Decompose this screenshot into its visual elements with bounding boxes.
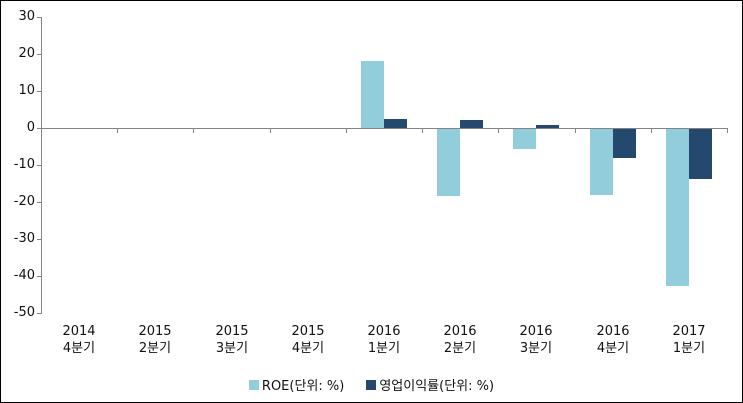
legend-item-op: 영업이익률(단위: %) [366,375,494,394]
bar-roe [590,129,613,195]
x-axis-tick [498,128,499,133]
x-axis-category-year: 2016 [519,324,553,339]
chart-legend: ROE(단위: %) 영업이익률(단위: %) [1,375,742,394]
x-axis-category-quarter: 2분기 [443,341,477,356]
y-axis-tick-label: -50 [13,305,35,320]
x-axis-category-quarter: 4분기 [291,341,325,356]
x-axis-category-quarter: 3분기 [519,341,553,356]
x-axis-category-quarter: 1분기 [672,341,706,356]
y-axis-tick [37,202,41,203]
bar-roe [513,129,536,149]
legend-swatch-op [366,379,377,390]
x-axis-category-year: 2015 [291,324,325,339]
y-axis-tick [37,239,41,240]
x-axis-category-label: 2016 4분기 [575,323,651,357]
x-axis-category-quarter: 4분기 [596,341,630,356]
legend-label-roe: ROE(단위: %) [261,379,345,394]
bar-roe [361,61,384,128]
x-axis-category-year: 2015 [138,324,172,339]
bar-roe [437,129,460,196]
x-axis-category-label: 2014 4분기 [41,323,117,357]
y-axis-tick-label: 30 [18,9,35,24]
x-axis-category-label: 2015 2분기 [117,323,193,357]
x-axis-category-label: 2015 4분기 [270,323,346,357]
x-axis-category-quarter: 4분기 [62,341,96,356]
x-axis-category-label: 2016 3분기 [498,323,574,357]
bar-roe [666,129,689,286]
bar-op [460,120,483,128]
y-axis-tick [37,54,41,55]
x-axis-category-year: 2016 [367,324,401,339]
legend-label-op: 영업이익률(단위: %) [379,379,495,394]
x-axis-category-label: 2016 1분기 [346,323,422,357]
x-axis-tick [193,128,194,133]
x-axis-tick [651,128,652,133]
bar-op [613,129,636,158]
y-axis-tick-label: 10 [18,83,35,98]
y-axis-tick-label: 20 [18,46,35,61]
y-axis-tick [37,91,41,92]
y-axis-tick [37,276,41,277]
x-axis-category-quarter: 2분기 [138,341,172,356]
y-axis-tick [37,128,41,129]
x-axis-category-year: 2014 [62,324,96,339]
x-axis-category-quarter: 3분기 [215,341,249,356]
x-axis-zero-line [41,128,727,129]
x-axis-category-label: 2016 2분기 [422,323,498,357]
y-axis-tick-label: -10 [13,157,35,172]
y-axis-tick [37,17,41,18]
y-axis-tick-label: -30 [13,231,35,246]
x-axis-tick [422,128,423,133]
x-axis-category-year: 2017 [672,324,706,339]
x-axis-category-year: 2015 [215,324,249,339]
x-axis-tick [727,128,728,133]
x-axis-tick [117,128,118,133]
x-axis-category-label: 2015 3분기 [194,323,270,357]
y-axis-tick-label: -40 [13,268,35,283]
x-axis-category-quarter: 1분기 [367,341,401,356]
x-axis-tick [270,128,271,133]
y-axis-tick-label: 0 [26,120,35,135]
y-axis-tick-label: -20 [13,194,35,209]
legend-swatch-roe [248,379,259,390]
y-axis-tick [37,165,41,166]
y-axis-tick [37,313,41,314]
x-axis-category-label: 2017 1분기 [651,323,727,357]
x-axis-tick [346,128,347,133]
bar-op [384,119,407,128]
legend-item-roe: ROE(단위: %) [248,375,345,394]
bar-op [689,129,712,179]
y-axis-line [41,17,42,314]
bar-op [536,125,559,128]
x-axis-category-year: 2016 [596,324,630,339]
x-axis-tick [575,128,576,133]
x-axis-category-year: 2016 [443,324,477,339]
